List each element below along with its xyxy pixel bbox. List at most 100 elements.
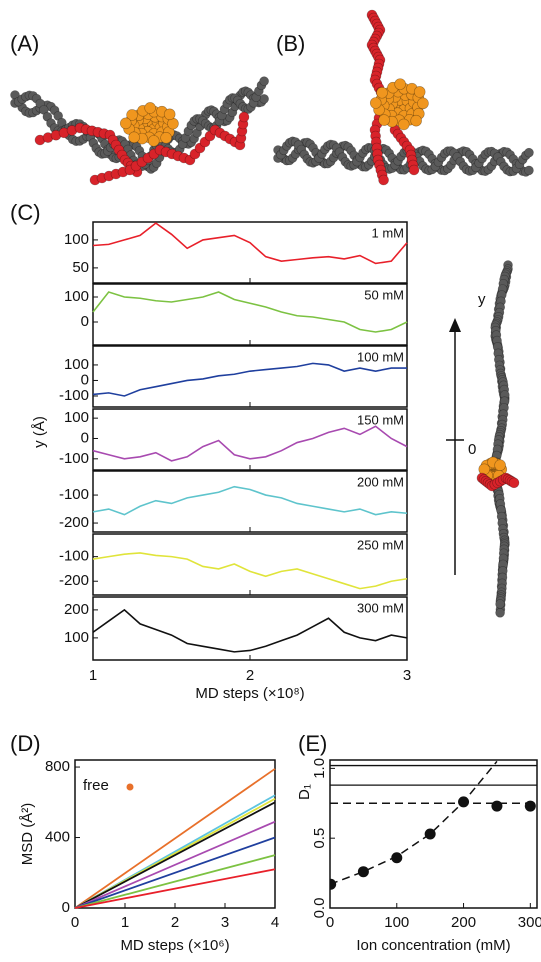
series-line	[74, 801, 276, 909]
y-tick-label: -100	[59, 450, 89, 467]
bead	[408, 164, 420, 176]
schematic-arrow	[449, 318, 461, 332]
legend-label: free	[83, 777, 109, 794]
bead	[417, 97, 429, 110]
y-tick-label: 1.0	[311, 758, 328, 779]
y-tick-label: 100	[64, 356, 89, 373]
bead	[397, 118, 410, 131]
bead	[508, 477, 520, 489]
series-label: 50 mM	[364, 287, 404, 302]
schematic-axis-label: y	[478, 291, 486, 308]
bead	[126, 109, 138, 121]
bead	[119, 117, 132, 130]
bead	[524, 147, 534, 158]
series-line	[92, 608, 408, 653]
x-tick-label: 300	[518, 914, 541, 931]
data-point	[357, 866, 369, 878]
x-axis-label: MD steps (×10⁶)	[120, 937, 229, 954]
series-label: 300 mM	[357, 600, 404, 615]
bead	[259, 76, 269, 86]
series-line	[92, 222, 408, 265]
x-tick-label: 100	[384, 914, 409, 931]
x-axis-label: MD steps (×10⁸)	[195, 685, 304, 702]
series-line	[92, 291, 408, 333]
bead	[128, 131, 140, 144]
y-tick-label: 400	[45, 828, 70, 845]
bead	[410, 114, 422, 127]
fit-curve	[330, 760, 498, 885]
y-axis-label: MSD (Å²)	[19, 803, 36, 866]
x-tick-label: 3	[403, 667, 411, 684]
series-label: 1 mM	[372, 225, 405, 240]
bead	[238, 111, 250, 123]
panel-label: (E)	[298, 731, 327, 756]
x-tick-label: 2	[246, 667, 254, 684]
series-line	[74, 768, 276, 909]
bead	[147, 135, 160, 147]
series-line	[92, 552, 408, 590]
y-tick-label: 800	[45, 758, 70, 775]
bead	[495, 599, 505, 609]
bead	[378, 114, 390, 126]
x-tick-label: 1	[89, 667, 97, 684]
y-tick-label: 100	[64, 231, 89, 248]
bead	[394, 78, 406, 90]
series-line	[92, 362, 407, 397]
y-tick-label: 100	[64, 288, 89, 305]
bead	[494, 459, 506, 472]
y-tick-label: 0.0	[311, 898, 328, 919]
x-axis-label: Ion concentration (mM)	[356, 937, 510, 954]
y-tick-label: -100	[59, 548, 89, 565]
series-line	[74, 820, 276, 909]
series-label: 100 mM	[357, 349, 404, 364]
y-tick-label: 0	[81, 313, 89, 330]
subplot-frame	[92, 283, 408, 346]
bead	[495, 608, 505, 618]
x-tick-label: 3	[221, 914, 229, 931]
panel-label: (B)	[276, 31, 305, 56]
x-tick-label: 0	[71, 914, 79, 931]
bead	[376, 86, 388, 99]
series-line	[74, 868, 276, 909]
bead	[259, 94, 269, 104]
y-tick-label: 0.5	[311, 828, 328, 849]
x-tick-label: 2	[171, 914, 179, 931]
panel-label: (D)	[10, 731, 41, 756]
legend-marker	[126, 783, 134, 791]
bead	[369, 97, 382, 109]
x-tick-label: 1	[121, 914, 129, 931]
series-label: 200 mM	[357, 474, 404, 489]
bead	[413, 86, 426, 98]
y-tick-label: 200	[64, 601, 89, 618]
y-tick-label: -100	[59, 387, 89, 404]
y-axis-label: y (Å)	[31, 416, 48, 448]
data-point	[458, 796, 470, 808]
data-point	[330, 878, 337, 890]
schematic-origin-label: 0	[468, 441, 476, 458]
data-point	[391, 852, 403, 864]
series-label: 150 mM	[357, 412, 404, 427]
series-line	[92, 485, 408, 516]
x-tick-label: 0	[326, 914, 334, 931]
data-point	[424, 828, 436, 840]
y-tick-label: 0	[81, 429, 89, 446]
bead	[144, 102, 156, 114]
panel-label: (A)	[10, 31, 39, 56]
molecule-renderings	[10, 9, 534, 618]
bead	[524, 165, 534, 176]
plot-frame	[329, 759, 538, 909]
panel-label: (C)	[10, 200, 41, 225]
series-label: 250 mM	[357, 537, 404, 552]
y-tick-label: 0	[62, 899, 70, 916]
data-point	[524, 800, 536, 812]
series-line	[92, 425, 408, 462]
y-tick-label: 50	[72, 259, 89, 276]
y-tick-label: 0	[81, 371, 89, 388]
x-tick-label: 200	[451, 914, 476, 931]
y-tick-label: -200	[59, 514, 89, 531]
bead	[378, 174, 389, 186]
subplot-frame	[92, 221, 408, 284]
data-point	[491, 800, 503, 812]
plot-area	[330, 760, 537, 890]
